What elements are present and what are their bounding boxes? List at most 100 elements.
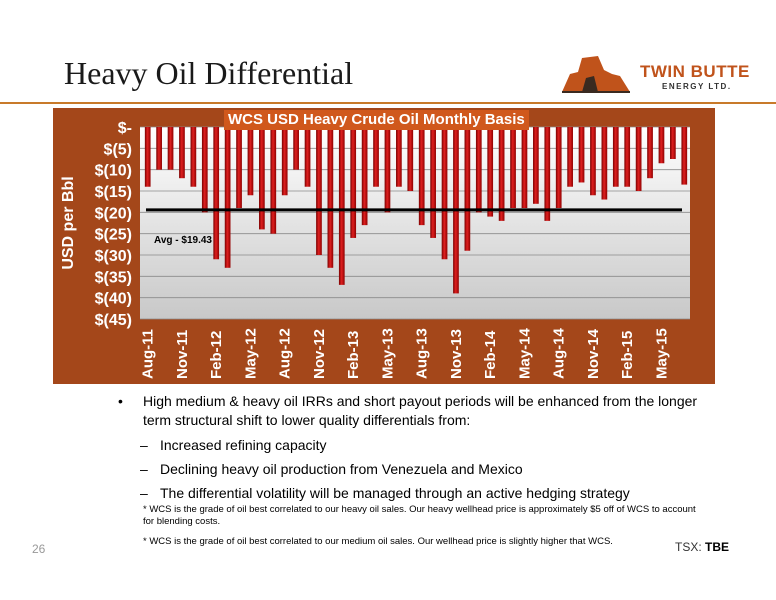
bar — [281, 127, 288, 196]
bar — [601, 127, 608, 200]
chart-title: WCS USD Heavy Crude Oil Monthly Basis — [224, 110, 529, 130]
bar — [487, 127, 494, 217]
bar — [293, 127, 299, 170]
y-tick-label: $(45) — [95, 312, 132, 329]
x-tick-label: May-12 — [242, 328, 259, 379]
sub-bullet-text: Increased refining capacity — [160, 437, 327, 453]
company-logo — [562, 56, 630, 93]
bar — [658, 127, 665, 164]
bar — [418, 127, 425, 226]
slide-title: Heavy Oil Differential — [64, 55, 354, 91]
bar — [521, 127, 528, 209]
ticker-label: TSX: TBE — [675, 540, 730, 554]
bullet-dot-icon: • — [118, 393, 123, 409]
bar — [304, 127, 311, 187]
x-tick-label: Nov-13 — [448, 329, 465, 379]
bar — [361, 127, 368, 226]
bar — [236, 127, 242, 209]
x-tick-label: Aug-13 — [414, 328, 431, 379]
bar — [590, 127, 596, 196]
x-tick-label: Feb-13 — [345, 331, 362, 379]
bar — [179, 127, 185, 179]
logo-wordmark: TWIN BUTTE — [640, 62, 750, 81]
bar — [327, 127, 334, 268]
page-number: 26 — [32, 542, 46, 556]
bar — [578, 127, 585, 183]
butte-logo-icon — [562, 56, 630, 92]
sub-bullet-text: Declining heavy oil production from Vene… — [160, 461, 523, 477]
y-tick-label: $(40) — [95, 291, 132, 308]
x-tick-label: Feb-15 — [619, 331, 636, 379]
logo-subtitle: ENERGY LTD. — [662, 82, 732, 91]
x-tick-label: Nov-14 — [585, 328, 602, 379]
bar — [270, 127, 277, 234]
bar — [224, 127, 231, 268]
x-tick-label: May-15 — [653, 328, 670, 379]
bar — [167, 127, 174, 170]
bullet-main-text: High medium & heavy oil IRRs and short p… — [143, 393, 698, 428]
bar — [201, 127, 208, 213]
bar — [464, 127, 471, 251]
y-tick-label: $(10) — [95, 163, 132, 180]
bar — [555, 127, 562, 209]
bar — [373, 127, 379, 187]
differential-bar-chart: $- $(5) $(10) $(15) $(20) $(25) $(30) $(35) $(40… — [60, 120, 690, 379]
bar — [681, 127, 688, 185]
bullet-main: • High medium & heavy oil IRRs and short… — [118, 392, 718, 430]
x-tick-label: Aug-12 — [277, 328, 294, 379]
dash-icon: – — [140, 437, 148, 453]
sub-bullet: – The differential volatility will be ma… — [118, 484, 718, 502]
bar — [635, 127, 642, 191]
x-tick-label: Aug-14 — [551, 328, 568, 379]
x-tick-label: Nov-12 — [311, 329, 328, 379]
x-tick-label: May-14 — [516, 327, 533, 379]
y-tick-label: $(15) — [95, 184, 132, 201]
sub-bullet: – Increased refining capacity — [118, 436, 718, 454]
footnote-medium: * WCS is the grade of oil best correlate… — [143, 536, 613, 547]
bar — [384, 127, 391, 213]
x-tick-label: Feb-14 — [482, 330, 499, 379]
bar — [510, 127, 516, 209]
plot-area — [140, 127, 690, 319]
bar — [567, 127, 573, 187]
bar — [475, 127, 482, 213]
y-tick-label: $(5) — [104, 141, 132, 158]
bar — [498, 127, 505, 221]
y-tick-label: $(30) — [95, 248, 132, 265]
bar — [407, 127, 414, 191]
header-rule — [0, 102, 776, 104]
bar — [430, 127, 436, 238]
x-tick-label: Feb-12 — [208, 331, 225, 379]
y-tick-label: $- — [118, 120, 132, 137]
bar — [156, 127, 162, 170]
x-tick-label: Nov-11 — [174, 330, 191, 379]
bar — [338, 127, 345, 285]
bar — [316, 127, 322, 255]
sub-bullet-text: The differential volatility will be mana… — [160, 485, 630, 501]
bar — [213, 127, 220, 260]
bar — [144, 127, 151, 187]
y-tick-label: $(25) — [95, 227, 132, 244]
bar — [544, 127, 551, 221]
bar — [624, 127, 631, 187]
bar — [247, 127, 254, 196]
x-tick-label: May-13 — [379, 328, 396, 379]
y-tick-label: $(20) — [95, 205, 132, 222]
bar — [670, 127, 676, 159]
bar — [190, 127, 197, 187]
bar — [396, 127, 402, 187]
bar — [647, 127, 653, 179]
bar — [259, 127, 265, 230]
bar — [612, 127, 619, 187]
dash-icon: – — [140, 461, 148, 477]
footnote-heavy: * WCS is the grade of oil best correlate… — [143, 504, 696, 527]
x-tick-label: Aug-11 — [140, 329, 157, 379]
y-axis-label: USD per Bbl — [60, 176, 77, 269]
bar — [441, 127, 448, 260]
bar — [533, 127, 539, 204]
average-label: Avg - $19.43 — [154, 235, 212, 246]
dash-icon: – — [140, 485, 148, 501]
y-tick-label: $(35) — [95, 269, 132, 286]
ticker-symbol: TBE — [705, 540, 730, 554]
bar — [350, 127, 357, 238]
